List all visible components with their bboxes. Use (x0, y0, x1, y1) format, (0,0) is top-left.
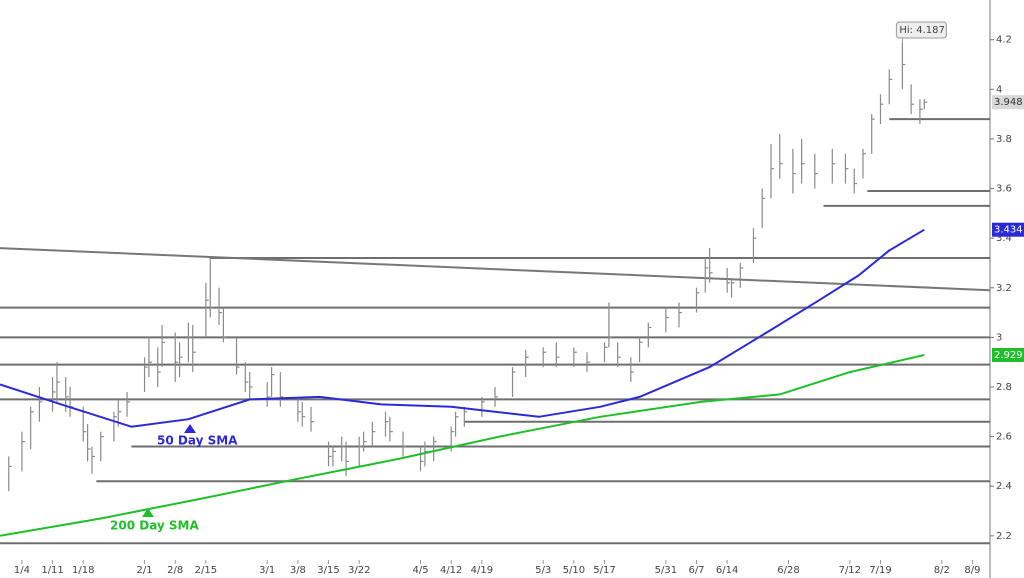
x-tick-label: 5/3 (535, 565, 551, 576)
y-tick-label: 2.6 (996, 432, 1012, 443)
last-value-label: 3.948 (994, 97, 1023, 108)
x-tick-label: 5/10 (563, 565, 585, 576)
x-tick-label: 1/18 (72, 565, 94, 576)
y-tick-label: 2.8 (996, 382, 1012, 393)
callout-label: Hi: 4.187 (899, 25, 944, 36)
last-value-box (992, 222, 1024, 237)
x-tick-label: 1/4 (14, 565, 30, 576)
x-tick-label: 3/8 (290, 565, 306, 576)
x-tick-label: 4/5 (412, 565, 428, 576)
x-tick-label: 7/12 (839, 565, 861, 576)
sma-line (0, 228, 925, 428)
x-tick-label: 3/1 (259, 565, 275, 576)
x-tick-label: 3/22 (348, 565, 370, 576)
legend-marker (184, 424, 196, 433)
x-tick-label: 7/19 (869, 565, 891, 576)
x-tick-label: 4/19 (471, 565, 493, 576)
last-value-label: 3.434 (994, 225, 1023, 236)
callout-box (895, 21, 947, 39)
x-tick-label: 3/15 (317, 565, 339, 576)
x-tick-label: 6/28 (777, 565, 799, 576)
y-tick-label: 4 (996, 84, 1002, 95)
legend-marker (142, 508, 154, 517)
x-tick-label: 6/7 (688, 565, 704, 576)
x-tick-label: 2/1 (137, 565, 153, 576)
last-value-box (992, 347, 1024, 362)
y-tick-label: 4.2 (996, 35, 1012, 46)
last-value-box (992, 95, 1024, 110)
last-value-label: 2.929 (994, 350, 1023, 361)
x-tick-label: 2/15 (195, 565, 217, 576)
x-tick-label: 8/2 (934, 565, 950, 576)
y-tick-label: 2.4 (996, 481, 1012, 492)
x-tick-label: 5/31 (655, 565, 677, 576)
x-tick-label: 6/14 (716, 565, 738, 576)
y-tick-label: 3.2 (996, 283, 1012, 294)
x-tick-label: 4/12 (440, 565, 462, 576)
sma-line (0, 354, 925, 537)
x-tick-label: 5/17 (593, 565, 615, 576)
y-tick-label: 3.6 (996, 184, 1012, 195)
legend-label: 200 Day SMA (110, 519, 200, 533)
y-tick-label: 2.2 (996, 531, 1012, 542)
legend-label: 50 Day SMA (157, 434, 238, 448)
trendline (0, 247, 991, 292)
y-tick-label: 3 (996, 332, 1002, 343)
x-tick-label: 1/11 (41, 565, 63, 576)
x-tick-label: 8/9 (964, 565, 980, 576)
x-tick-label: 2/8 (167, 565, 183, 576)
y-tick-label: 3.8 (996, 134, 1012, 145)
y-tick-label: 3.4 (996, 233, 1012, 244)
